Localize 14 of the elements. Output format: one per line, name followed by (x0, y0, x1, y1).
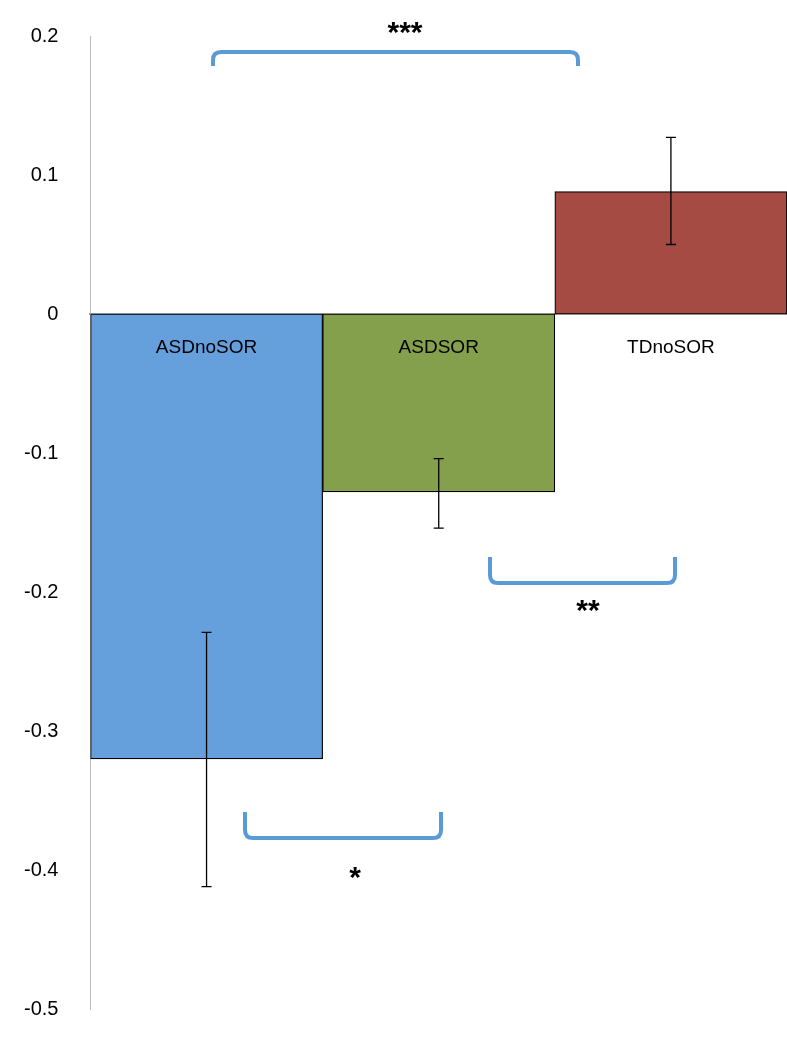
annotation: * (349, 860, 362, 894)
annotation: *** (387, 15, 423, 49)
y-tick-label: -0.5 (23, 996, 59, 1019)
y-tick-label: 0.2 (30, 23, 59, 46)
x-tick-label: ASDSOR (398, 335, 479, 357)
annotation: ** (576, 593, 600, 627)
y-tick-label: 0 (47, 301, 59, 324)
y-tick-label: -0.3 (23, 718, 59, 741)
x-tick-label: TDnoSOR (627, 335, 715, 357)
y-tick-label: -0.2 (23, 579, 59, 602)
x-tick-label: ASDnoSOR (155, 335, 258, 357)
y-tick-label: 0.1 (30, 162, 59, 185)
y-tick-label: -0.1 (23, 440, 59, 463)
y-tick-label: -0.4 (23, 857, 59, 880)
